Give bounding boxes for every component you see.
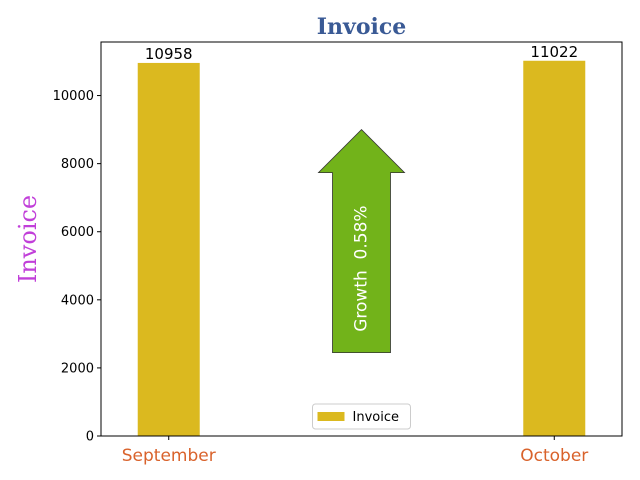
chart-title: Invoice [317,14,407,40]
y-tick-label: 6000 [61,225,94,240]
y-axis-ticks: 0 2000 4000 6000 8000 10000 [53,89,101,445]
x-tick-label-september: September [122,446,216,466]
data-labels: 10958 11022 [145,43,578,63]
growth-arrow-label: Growth 0.58% [352,205,372,331]
legend-label: Invoice [353,410,399,425]
bar-october [523,60,586,436]
y-axis-label: Invoice [14,195,42,283]
y-tick-label: 8000 [61,157,94,172]
plot-area-frame [100,41,623,437]
y-tick-label: 0 [86,430,94,445]
x-axis-ticks: September October [122,436,588,466]
growth-arrow [317,129,406,353]
data-label-october: 11022 [530,43,578,61]
bars-group [137,60,586,436]
x-tick-label-october: October [520,446,588,466]
y-tick-label: 4000 [61,293,94,308]
bar-september [137,62,200,436]
y-tick-label: 2000 [61,361,94,376]
data-label-september: 10958 [145,45,193,63]
legend-box [312,403,411,430]
legend-swatch [317,412,345,421]
legend: Invoice [312,403,411,430]
y-tick-label: 10000 [53,89,94,104]
growth-arrow-group: Growth 0.58% [317,129,406,353]
